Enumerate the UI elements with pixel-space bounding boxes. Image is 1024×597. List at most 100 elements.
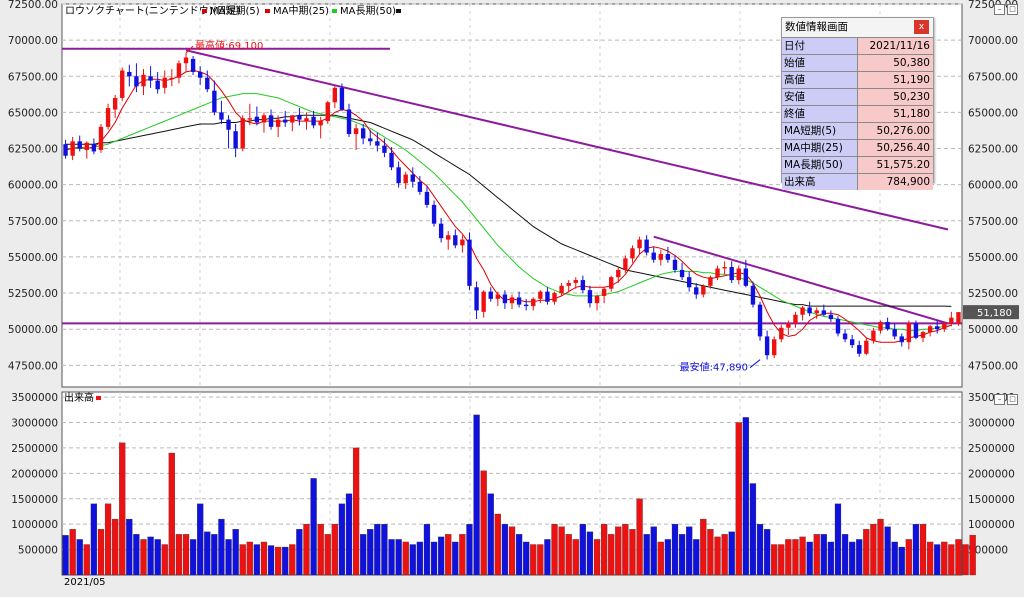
candle-body — [368, 138, 373, 142]
info-row: 始値 50,380 — [782, 54, 933, 71]
volume-bar — [721, 534, 728, 576]
candle-body — [176, 63, 182, 78]
candle-body — [261, 115, 267, 123]
volume-bar — [792, 539, 799, 576]
price-tick-left: 65000.00 — [8, 107, 58, 119]
minimize-icon[interactable]: – — [994, 4, 1005, 15]
volume-bar — [671, 524, 679, 576]
high-annotation: 最高値:69,100 — [195, 39, 263, 52]
candle-body — [205, 77, 210, 90]
volume-bar — [239, 544, 246, 576]
info-row-label: MA短期(5) — [782, 123, 858, 139]
volume-bar — [246, 541, 253, 576]
volume-bar — [700, 518, 707, 576]
candle-body — [304, 118, 309, 122]
volume-bar — [686, 526, 693, 576]
volume-bar — [260, 541, 268, 576]
candle-body — [141, 74, 146, 87]
candle-body — [587, 290, 593, 304]
volume-tick-right: 2500000 — [968, 443, 1015, 455]
candle-body — [353, 128, 359, 135]
candle-body — [559, 285, 564, 294]
volume-bar — [572, 539, 579, 576]
price-tick-right: 72500.00 — [968, 0, 1018, 11]
volume-bar — [806, 541, 813, 576]
candle-body — [892, 329, 897, 337]
candle-body — [247, 118, 252, 120]
volume-tick-left: 1000000 — [11, 519, 58, 531]
volume-bar — [324, 534, 331, 576]
volume-bar — [955, 539, 962, 576]
volume-bar — [678, 534, 686, 576]
close-button[interactable]: x — [914, 20, 929, 34]
volume-bar — [608, 534, 615, 576]
candle-body — [686, 277, 692, 288]
volume-bar — [140, 539, 147, 576]
candle-body — [183, 57, 189, 64]
volume-tick-left: 3000000 — [11, 418, 58, 430]
volume-tick-left: 2000000 — [11, 468, 58, 480]
volume-bar — [466, 524, 473, 576]
volume-bar — [877, 518, 884, 576]
candle-body — [552, 293, 557, 302]
candle-body — [169, 77, 175, 80]
info-panel-title: 数値情報画面 — [785, 21, 848, 33]
volume-bar — [225, 539, 232, 576]
info-row: 高値 51,190 — [782, 71, 933, 88]
volume-bar — [905, 539, 912, 576]
volume-bar — [941, 541, 948, 576]
pane-minimize-icon[interactable]: – — [994, 394, 1005, 405]
info-panel-header[interactable]: 数値情報画面 x — [782, 18, 933, 37]
candle-body — [949, 317, 954, 324]
info-row: MA長期(50) 51,575.20 — [782, 156, 933, 173]
candle-body — [63, 144, 68, 156]
volume-bar — [813, 534, 820, 576]
volume-bar — [742, 417, 749, 576]
candle-body — [623, 258, 628, 270]
volume-bar — [310, 478, 317, 576]
candle-body — [98, 126, 104, 150]
candle-body — [658, 254, 664, 260]
candle-body — [920, 332, 926, 338]
info-panel[interactable]: 数値情報画面 x 日付 2021/11/16 始値 50,380 高値 51,190 安値 5… — [781, 17, 934, 190]
volume-bar — [508, 526, 516, 576]
info-row-value: 50,276.00 — [858, 123, 933, 139]
info-row-label: 安値 — [782, 89, 858, 105]
volume-bar — [90, 503, 98, 576]
volume-bar — [367, 529, 374, 576]
price-tick-right: 67500.00 — [968, 71, 1018, 83]
volume-bar — [763, 529, 771, 576]
pane-maximize-icon[interactable]: □ — [1007, 394, 1018, 405]
candle-body — [268, 115, 274, 127]
candle-body — [772, 339, 777, 356]
volume-bar — [657, 541, 664, 576]
volume-bar — [168, 452, 175, 576]
volume-tick-right: 2000000 — [968, 468, 1015, 480]
ma-long-swatch — [332, 9, 337, 13]
candle-body — [382, 145, 387, 153]
candle-body — [616, 269, 621, 278]
volume-bar — [104, 503, 112, 576]
candle-body — [828, 314, 834, 320]
volume-tick-right: 1000000 — [968, 519, 1015, 531]
candle-body — [609, 277, 614, 289]
candle-body — [197, 71, 203, 78]
volume-bar — [962, 544, 969, 576]
candle-body — [786, 323, 791, 328]
volume-bar — [182, 534, 190, 576]
trendline-short — [653, 235, 949, 325]
candle-body — [736, 268, 741, 281]
info-row: 出来高 784,900 — [782, 173, 933, 190]
info-row-label: 日付 — [782, 38, 858, 54]
candle-body — [750, 285, 756, 305]
candle-body — [290, 115, 295, 123]
candle-body — [906, 323, 912, 343]
candle-body — [807, 307, 812, 314]
candle-body — [346, 109, 352, 135]
candle-body — [190, 58, 196, 72]
candle-body — [566, 282, 571, 286]
volume-tick-right: 3000000 — [968, 418, 1015, 430]
maximize-icon[interactable]: □ — [1007, 4, 1018, 15]
candle-body — [531, 298, 536, 307]
